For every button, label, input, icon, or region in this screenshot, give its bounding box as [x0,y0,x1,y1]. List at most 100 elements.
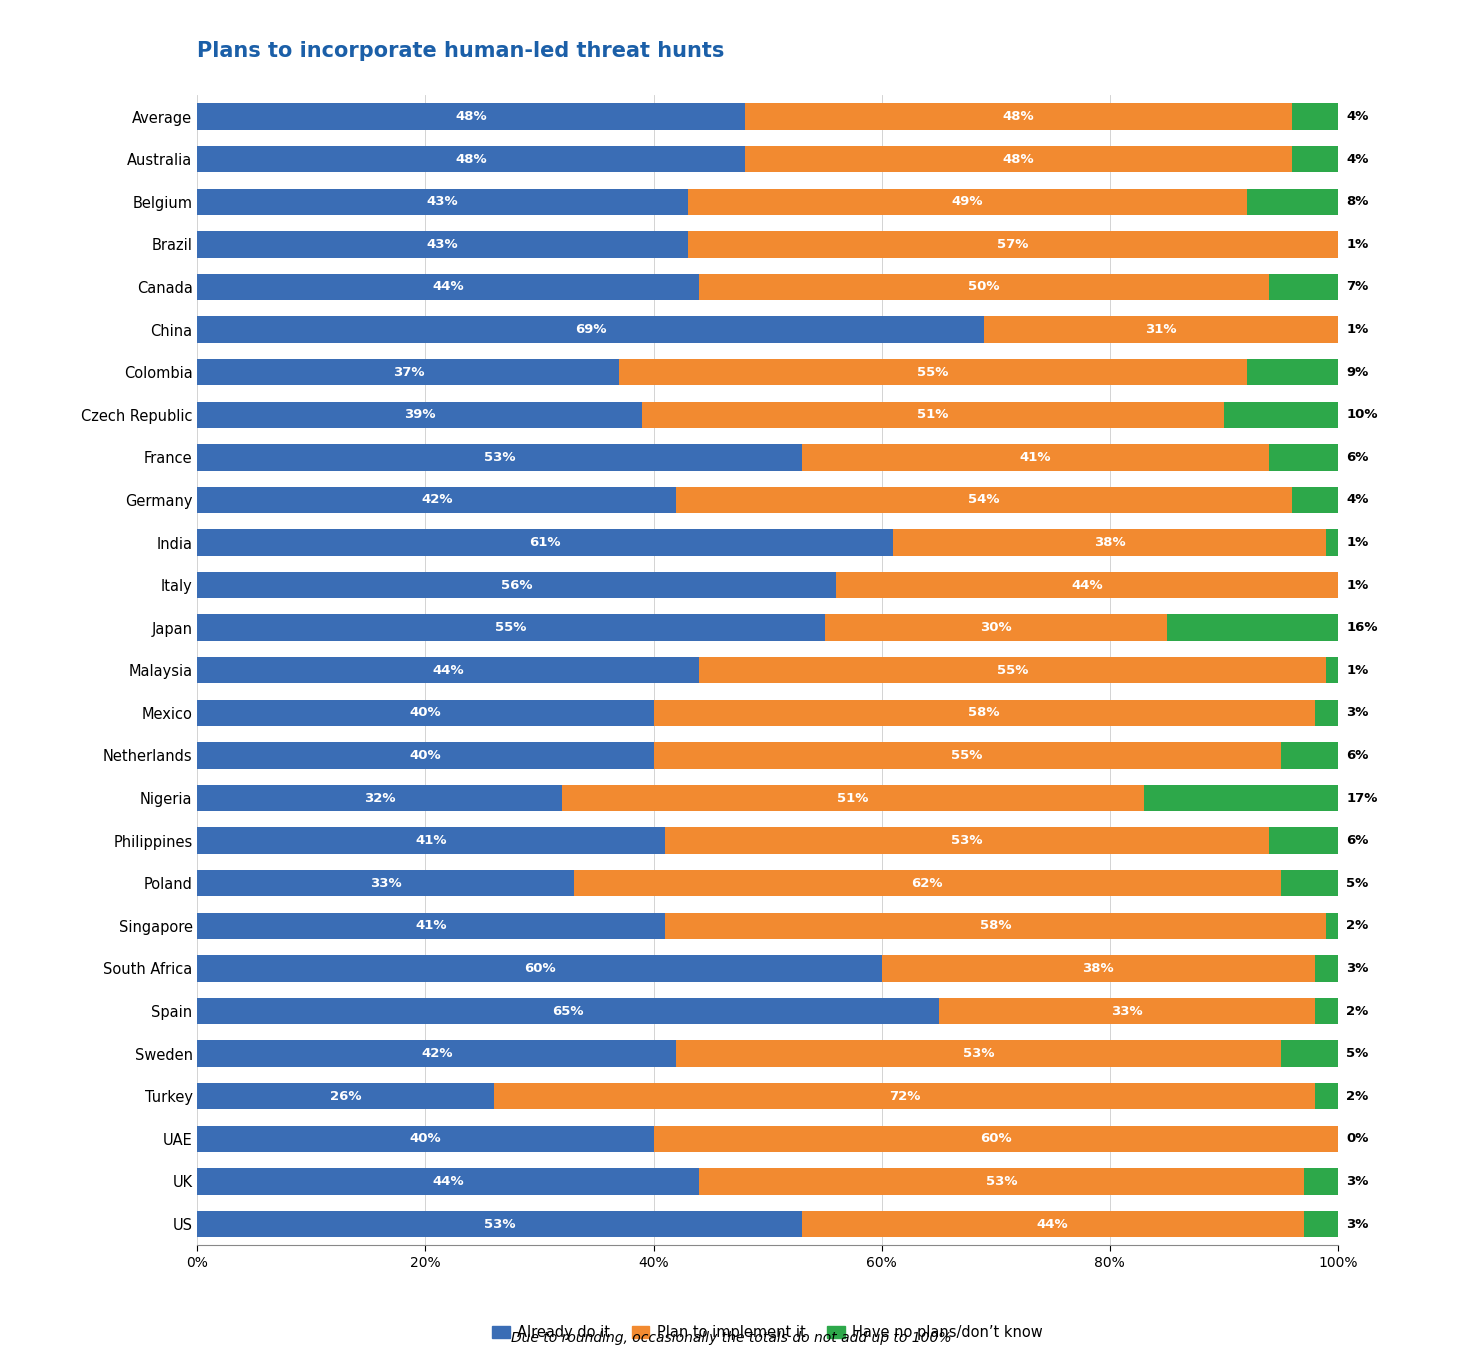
Bar [197,189,687,215]
Text: 1%: 1% [1347,664,1368,676]
Text: 58%: 58% [968,706,1000,720]
Bar [893,529,1326,555]
Bar [1314,998,1338,1025]
Bar [699,1168,1304,1195]
Text: 9%: 9% [1347,366,1368,378]
Bar [197,998,939,1025]
Bar [197,274,699,301]
Text: 51%: 51% [838,792,868,804]
Bar [654,700,1314,725]
Bar [197,529,893,555]
Text: 40%: 40% [409,749,442,762]
Bar [1269,274,1349,301]
Text: 0%: 0% [1347,1132,1368,1146]
Bar [1338,316,1349,343]
Text: 44%: 44% [433,280,463,294]
Text: 6%: 6% [1347,834,1368,847]
Text: 1%: 1% [1347,238,1368,250]
Bar [984,316,1338,343]
Text: 48%: 48% [455,110,487,122]
Text: 55%: 55% [496,621,526,634]
Bar [801,444,1269,471]
Bar [825,615,1167,641]
Bar [836,572,1338,599]
Bar [654,742,1281,769]
Bar [1281,1040,1338,1067]
Bar [687,231,1338,257]
Bar [699,657,1326,683]
Text: 61%: 61% [529,536,561,548]
Bar [494,1083,1314,1109]
Text: 16%: 16% [1347,621,1377,634]
Bar [1281,742,1349,769]
Text: 54%: 54% [968,494,1000,506]
Text: 7%: 7% [1347,280,1368,294]
Text: 43%: 43% [427,238,459,250]
Text: 4%: 4% [1347,110,1368,122]
Text: Due to rounding, occasionally the totals do not add up to 100%: Due to rounding, occasionally the totals… [510,1331,952,1345]
Text: 48%: 48% [1003,110,1034,122]
Text: 4%: 4% [1347,152,1368,166]
Text: 60%: 60% [523,962,556,974]
Text: 57%: 57% [997,238,1028,250]
Text: 50%: 50% [968,280,1000,294]
Bar [1338,231,1349,257]
Text: 56%: 56% [501,578,532,592]
Text: 30%: 30% [980,621,1012,634]
Bar [1326,657,1338,683]
Text: 62%: 62% [911,876,943,890]
Text: 3%: 3% [1347,1218,1368,1230]
Bar [197,955,882,981]
Text: 65%: 65% [553,1004,583,1018]
Text: 55%: 55% [952,749,982,762]
Bar [699,274,1269,301]
Text: 53%: 53% [952,834,982,847]
Bar [665,827,1269,853]
Text: 53%: 53% [484,450,515,464]
Text: 3%: 3% [1347,1175,1368,1188]
Bar [563,785,1143,811]
Text: 33%: 33% [370,876,402,890]
Bar [939,998,1314,1025]
Text: 55%: 55% [917,366,949,378]
Text: 1%: 1% [1347,323,1368,336]
Bar [197,913,665,939]
Bar [197,401,642,427]
Text: 38%: 38% [1082,962,1114,974]
Text: 5%: 5% [1347,876,1368,890]
Text: 40%: 40% [409,706,442,720]
Text: 31%: 31% [1145,323,1177,336]
Bar [197,572,836,599]
Bar [1304,1168,1338,1195]
Text: 42%: 42% [421,494,453,506]
Text: 2%: 2% [1347,1090,1368,1102]
Bar [1167,615,1349,641]
Bar [654,1126,1338,1151]
Bar [1281,870,1338,897]
Text: 3%: 3% [1347,706,1368,720]
Text: 53%: 53% [963,1047,994,1060]
Text: 44%: 44% [433,1175,463,1188]
Bar [1247,359,1349,385]
Bar [197,870,573,897]
Bar [197,827,665,853]
Bar [197,657,699,683]
Text: 42%: 42% [421,1047,453,1060]
Text: 39%: 39% [404,408,436,421]
Bar [1314,700,1349,725]
Text: 48%: 48% [455,152,487,166]
Text: 72%: 72% [889,1090,920,1102]
Text: 26%: 26% [330,1090,361,1102]
Bar [197,1040,677,1067]
Text: 1%: 1% [1347,578,1368,592]
Bar [573,870,1281,897]
Bar [197,1083,494,1109]
Bar [1292,146,1338,173]
Text: 53%: 53% [985,1175,1018,1188]
Bar [1292,103,1338,129]
Text: 44%: 44% [1037,1218,1069,1230]
Bar [1326,913,1349,939]
Bar [1269,444,1338,471]
Text: 6%: 6% [1347,749,1368,762]
Bar [677,487,1292,513]
